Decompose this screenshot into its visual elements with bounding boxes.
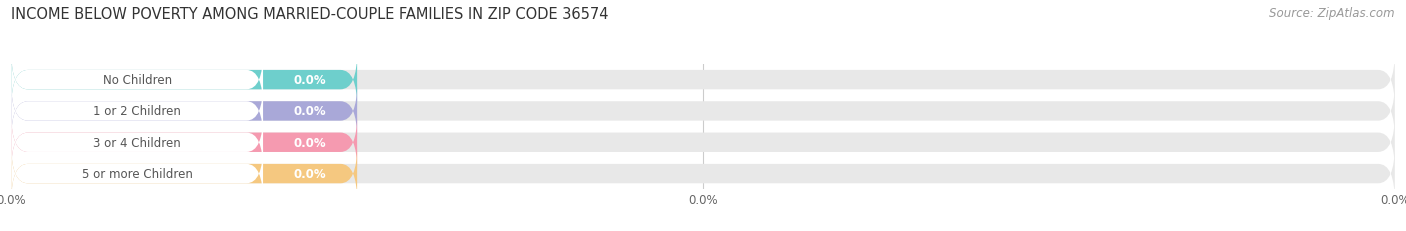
- FancyBboxPatch shape: [11, 146, 357, 202]
- FancyBboxPatch shape: [11, 84, 263, 139]
- Text: No Children: No Children: [103, 74, 172, 87]
- FancyBboxPatch shape: [11, 115, 1395, 170]
- FancyBboxPatch shape: [11, 52, 1395, 108]
- FancyBboxPatch shape: [11, 52, 263, 108]
- FancyBboxPatch shape: [11, 52, 357, 108]
- FancyBboxPatch shape: [11, 84, 1395, 139]
- Text: INCOME BELOW POVERTY AMONG MARRIED-COUPLE FAMILIES IN ZIP CODE 36574: INCOME BELOW POVERTY AMONG MARRIED-COUPL…: [11, 7, 609, 22]
- FancyBboxPatch shape: [11, 146, 263, 202]
- Text: 1 or 2 Children: 1 or 2 Children: [93, 105, 181, 118]
- FancyBboxPatch shape: [11, 84, 357, 139]
- FancyBboxPatch shape: [11, 115, 357, 170]
- FancyBboxPatch shape: [11, 115, 263, 170]
- Text: 5 or more Children: 5 or more Children: [82, 167, 193, 180]
- Text: 0.0%: 0.0%: [294, 74, 326, 87]
- Text: 0.0%: 0.0%: [294, 136, 326, 149]
- Text: 3 or 4 Children: 3 or 4 Children: [93, 136, 181, 149]
- Text: 0.0%: 0.0%: [294, 167, 326, 180]
- Text: 0.0%: 0.0%: [294, 105, 326, 118]
- Text: Source: ZipAtlas.com: Source: ZipAtlas.com: [1270, 7, 1395, 20]
- FancyBboxPatch shape: [11, 146, 1395, 202]
